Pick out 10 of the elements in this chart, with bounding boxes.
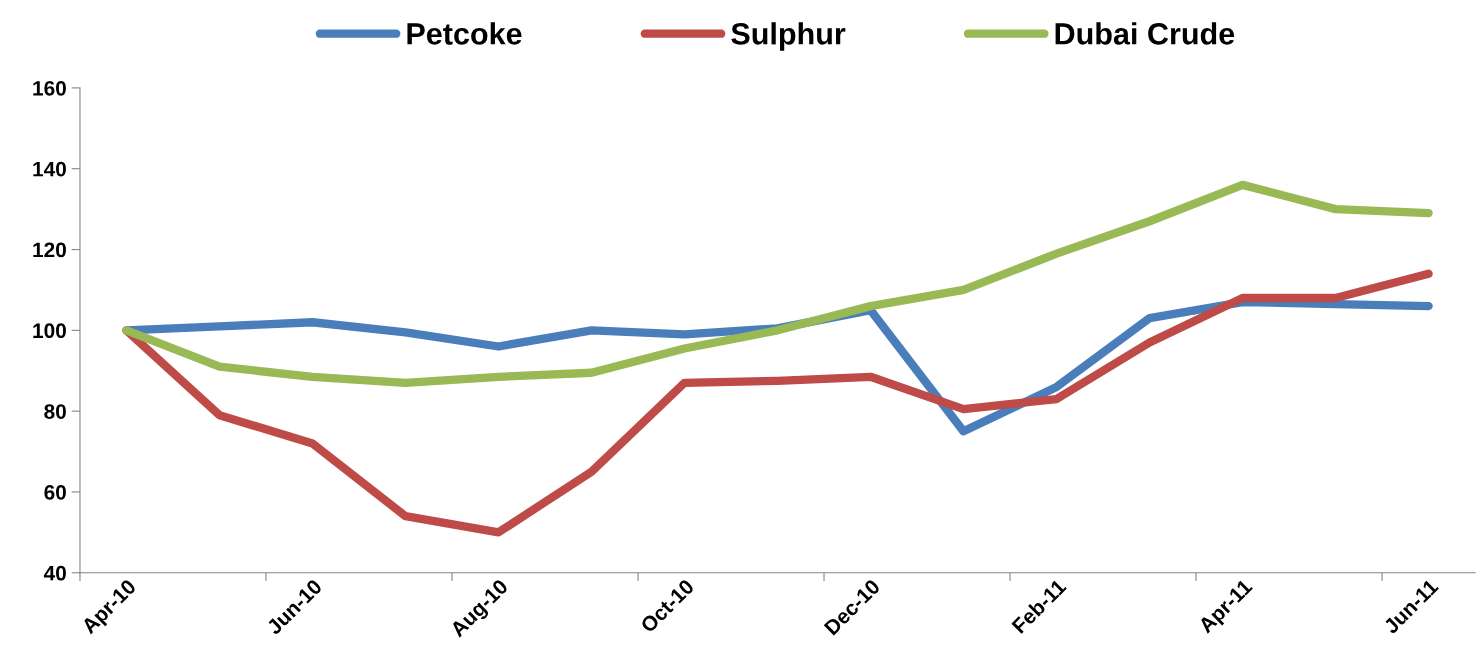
y-tick-label: 60 (44, 484, 66, 500)
y-tick-label: 80 (44, 404, 66, 419)
y-tick-label: 120 (33, 242, 66, 258)
y-tick-label: 100 (33, 323, 66, 339)
legend-label: Dubai Crude (1055, 22, 1235, 45)
y-tick-label: 140 (33, 161, 66, 177)
legend-label: Petcoke (407, 22, 522, 45)
y-tick-label: 160 (33, 80, 66, 96)
y-tick-label: 40 (43, 565, 66, 581)
legend-label: Sulphur (731, 22, 846, 51)
